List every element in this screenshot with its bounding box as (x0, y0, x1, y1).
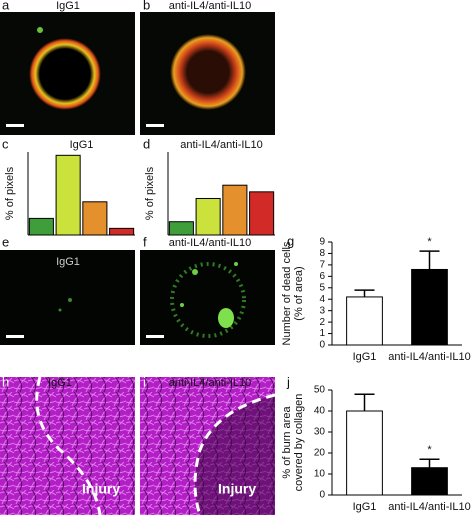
y-tick-label: 10 (314, 469, 326, 480)
y-tick-label: 6 (319, 271, 325, 282)
speck (68, 298, 72, 302)
speck (58, 308, 62, 312)
injury-border (193, 393, 276, 515)
bar (28, 217, 54, 236)
y-tick-label: 4 (319, 294, 325, 305)
panel-label: i (143, 374, 146, 389)
panel-label: h (2, 374, 9, 389)
speck (192, 269, 198, 275)
bar (195, 197, 221, 236)
annotation: Injury (82, 481, 120, 497)
bar (168, 221, 194, 236)
panel-label: j (286, 374, 290, 389)
y-tick-label: 5 (319, 282, 325, 293)
speck (180, 303, 184, 307)
micrograph (0, 377, 135, 515)
speck (234, 262, 238, 266)
bar (55, 154, 81, 236)
y-tick-label: 20 (314, 448, 326, 459)
significance: * (427, 444, 432, 456)
y-tick-label: 50 (314, 385, 326, 396)
y-tick-label: 1 (319, 328, 325, 339)
y-tick-label: 7 (319, 260, 325, 271)
bar (411, 467, 448, 496)
bar (346, 296, 383, 346)
panel-label: a (2, 0, 10, 12)
scale-bar (6, 335, 24, 338)
y-tick-label: 2 (319, 317, 325, 328)
y-axis-label: % of pixels (4, 166, 16, 220)
y-tick-label: 0 (319, 490, 325, 501)
micrograph (0, 250, 135, 345)
y-tick-label: 40 (314, 406, 326, 417)
cell-ring (29, 38, 101, 110)
panel-title: anti-IL4/anti-IL10 (169, 237, 252, 249)
scale-bar (6, 124, 24, 127)
x-tick-label: anti-IL4/anti-IL10 (388, 351, 471, 363)
bar (249, 191, 275, 236)
x-tick-label: IgG1 (353, 501, 377, 513)
bar (411, 268, 448, 346)
y-tick-label: 3 (319, 305, 325, 316)
bar (222, 184, 248, 236)
scale-bar (146, 124, 164, 127)
injury-region (195, 395, 275, 515)
y-tick-label: 9 (319, 237, 325, 248)
scale-bar (146, 335, 164, 338)
x-tick-label: anti-IL4/anti-IL10 (388, 501, 471, 513)
chart-title: IgG1 (70, 139, 94, 151)
injury-border (35, 376, 102, 515)
y-axis-label: % of burn area (281, 406, 293, 479)
y-axis-label: Number of dead cells (281, 241, 293, 345)
panel-title: IgG1 (56, 256, 80, 268)
cell-ring (170, 34, 246, 110)
bar (346, 410, 383, 496)
panel-label: b (143, 0, 150, 12)
panel-label: e (2, 234, 9, 249)
significance: * (427, 236, 432, 248)
panel-title: IgG1 (56, 0, 80, 12)
chart-title: anti-IL4/anti-IL10 (180, 139, 263, 151)
y-tick-label: 8 (319, 248, 325, 259)
speck (37, 27, 43, 33)
panel-title: IgG1 (48, 377, 72, 389)
y-tick-label: 30 (314, 427, 326, 438)
bar (109, 227, 135, 236)
panel-label: g (287, 233, 294, 248)
panel-label: c (2, 136, 9, 151)
panel-label: f (143, 234, 147, 249)
panel-label: d (143, 136, 150, 151)
cell-outline (170, 262, 246, 338)
y-axis-label: covered by collagen (293, 394, 305, 492)
x-tick-label: IgG1 (353, 351, 377, 363)
y-axis-label: (% of area) (293, 266, 305, 320)
bar (82, 201, 108, 236)
blob (218, 308, 234, 328)
panel-title: anti-IL4/anti-IL10 (169, 0, 252, 12)
y-axis-label: % of pixels (144, 166, 156, 220)
y-tick-label: 0 (319, 340, 325, 351)
annotation: Injury (218, 481, 256, 497)
panel-title: anti-IL4/anti-IL10 (169, 377, 252, 389)
